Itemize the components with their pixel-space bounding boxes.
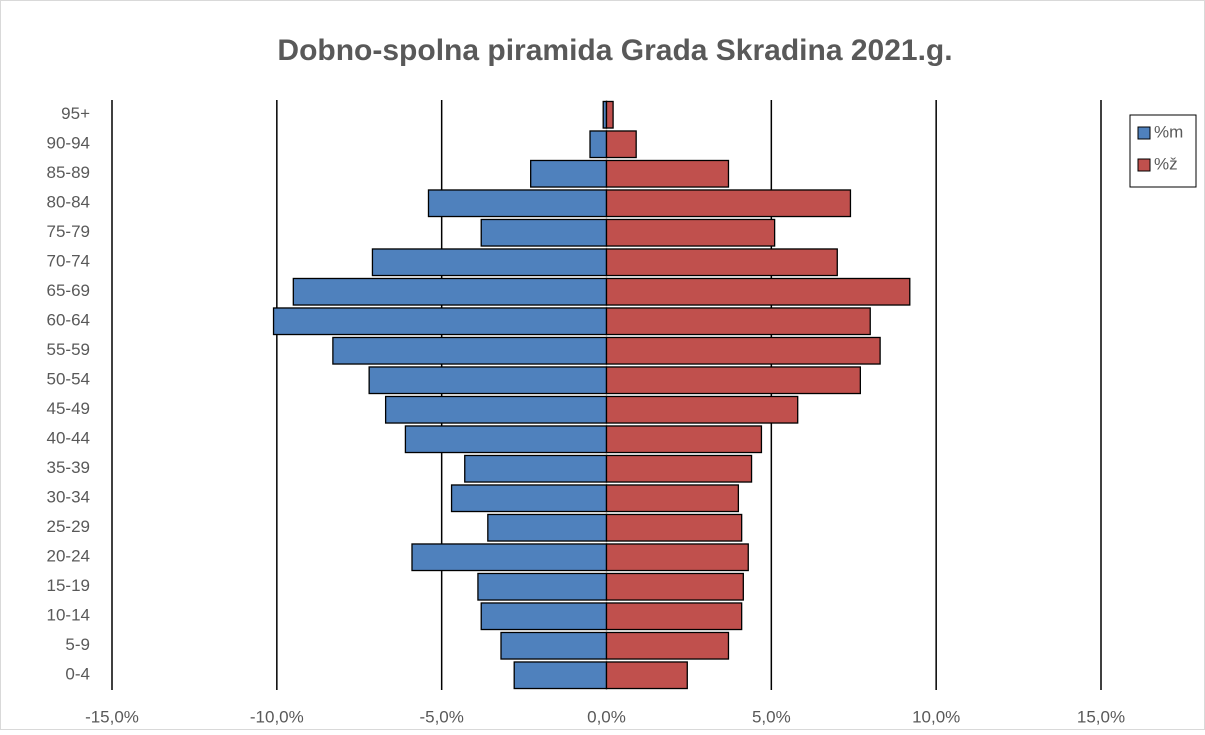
y-tick-label: 70-74: [47, 252, 90, 271]
bar: [464, 454, 608, 483]
y-tick-label: 60-64: [47, 311, 90, 330]
bar: [371, 248, 608, 277]
bar: [605, 395, 799, 424]
bar: [404, 425, 608, 454]
y-tick-label: 85-89: [47, 163, 90, 182]
y-tick-label: 40-44: [47, 429, 90, 448]
y-tick-label: 0-4: [65, 665, 90, 684]
bar: [605, 602, 743, 631]
y-tick-label: 35-39: [47, 458, 90, 477]
x-tick-label: 10,0%: [912, 707, 960, 726]
bar: [605, 425, 763, 454]
bar: [589, 130, 608, 159]
x-tick-label: -5,0%: [419, 707, 463, 726]
legend-swatch: [1137, 158, 1151, 172]
y-tick-label: 90-94: [47, 134, 90, 153]
bar: [605, 454, 753, 483]
bar: [605, 543, 749, 572]
bar: [605, 366, 861, 395]
y-tick-label: 95+: [61, 104, 90, 123]
y-tick-label: 15-19: [47, 576, 90, 595]
y-tick-label: 75-79: [47, 222, 90, 241]
bar: [605, 572, 744, 601]
y-tick-label: 55-59: [47, 340, 90, 359]
legend-label: %ž: [1154, 154, 1178, 173]
bar: [411, 543, 608, 572]
x-tick-label: -10,0%: [250, 707, 304, 726]
bar: [477, 572, 608, 601]
bar: [605, 159, 730, 188]
bar: [605, 218, 776, 247]
bar: [384, 395, 608, 424]
bar: [605, 661, 688, 690]
bar: [272, 307, 608, 336]
y-tick-label: 45-49: [47, 399, 90, 418]
bar: [605, 277, 911, 306]
y-tick-label: 80-84: [47, 193, 90, 212]
bar: [368, 366, 608, 395]
bar: [605, 513, 743, 542]
bar: [605, 189, 852, 218]
bar: [605, 248, 838, 277]
bar: [513, 661, 608, 690]
y-tick-label: 5-9: [65, 635, 90, 654]
legend-swatch: [1137, 126, 1151, 140]
y-tick-label: 20-24: [47, 547, 90, 566]
y-tick-label: 30-34: [47, 488, 90, 507]
x-tick-label: 0,0%: [587, 707, 626, 726]
y-tick-label: 25-29: [47, 517, 90, 536]
bar: [605, 631, 730, 660]
bar: [480, 218, 608, 247]
chart-title: Dobno-spolna piramida Grada Skradina 202…: [277, 34, 952, 67]
bar: [450, 484, 608, 513]
y-tick-label: 50-54: [47, 370, 90, 389]
bar: [605, 100, 614, 129]
x-tick-label: -15,0%: [85, 707, 139, 726]
bar: [487, 513, 608, 542]
x-tick-label: 15,0%: [1077, 707, 1125, 726]
y-tick-label: 65-69: [47, 281, 90, 300]
bar: [292, 277, 608, 306]
bar: [605, 484, 740, 513]
bar: [480, 602, 608, 631]
bar: [605, 307, 871, 336]
bar: [605, 336, 881, 365]
legend-label: %m: [1154, 122, 1183, 141]
bar: [605, 130, 637, 159]
bar: [332, 336, 608, 365]
bar: [500, 631, 608, 660]
y-tick-label: 10-14: [47, 606, 90, 625]
x-tick-label: 5,0%: [752, 707, 791, 726]
bar: [427, 189, 608, 218]
bar: [530, 159, 608, 188]
